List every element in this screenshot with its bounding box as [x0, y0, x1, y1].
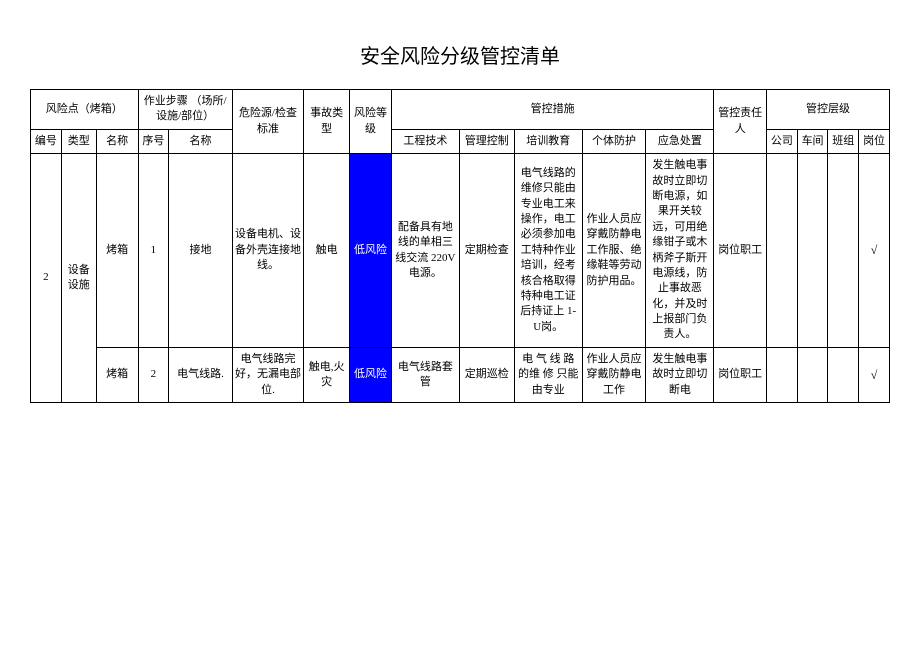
- th-training: 培训教育: [514, 129, 582, 153]
- page-title: 安全风险分级管控清单: [30, 40, 890, 69]
- th-step-name: 名称: [169, 129, 233, 153]
- cell-training: 电 气 线 路的维 修 只能由专业: [514, 347, 582, 402]
- th-management: 管理控制: [459, 129, 514, 153]
- cell-company: [767, 347, 798, 402]
- cell-accident: 触电: [304, 154, 350, 348]
- cell-management: 定期巡检: [459, 347, 514, 402]
- th-emergency: 应急处置: [646, 129, 714, 153]
- cell-company: [767, 154, 798, 348]
- cell-workshop: [797, 154, 828, 348]
- cell-step-name: 接地: [169, 154, 233, 348]
- table-row: 2 设备设施 烤箱 1 接地 设备电机、设备外壳连接地线。 触电 低风险 配备具…: [31, 154, 890, 348]
- cell-engineering: 配备具有地线的单相三线交流 220V电源。: [391, 154, 459, 348]
- risk-table: 风险点（烤箱） 作业步骤 （场所/设施/部位） 危险源/检查标准 事故类型 风险…: [30, 89, 890, 403]
- th-seq: 序号: [138, 129, 169, 153]
- th-team: 班组: [828, 129, 859, 153]
- cell-name: 烤箱: [96, 154, 138, 348]
- cell-emergency: 发生触电事故时立即切断电: [646, 347, 714, 402]
- cell-post: √: [859, 154, 890, 348]
- cell-hazard: 电气线路完好，无漏电部位.: [232, 347, 303, 402]
- th-responsible: 管控责任人: [714, 90, 767, 154]
- cell-responsible: 岗位职工: [714, 347, 767, 402]
- cell-hazard: 设备电机、设备外壳连接地线。: [232, 154, 303, 348]
- th-no: 编号: [31, 129, 62, 153]
- cell-emergency: 发生触电事故时立即切断电源，如果开关较远，可用绝缘钳子或木柄斧子斯开电源线，防止…: [646, 154, 714, 348]
- cell-name: 烤箱: [96, 347, 138, 402]
- cell-team: [828, 154, 859, 348]
- cell-responsible: 岗位职工: [714, 154, 767, 348]
- th-risk-point: 风险点（烤箱）: [31, 90, 139, 130]
- cell-no: 2: [31, 154, 62, 403]
- cell-workshop: [797, 347, 828, 402]
- cell-post: √: [859, 347, 890, 402]
- cell-seq: 2: [138, 347, 169, 402]
- cell-management: 定期检查: [459, 154, 514, 348]
- table-row: 烤箱 2 电气线路. 电气线路完好，无漏电部位. 触电,火灾 低风险 电气线路套…: [31, 347, 890, 402]
- cell-accident: 触电,火灾: [304, 347, 350, 402]
- cell-category: 设备设施: [61, 154, 96, 403]
- cell-ppe: 作业人员应穿戴防静电工作服、绝缘鞋等劳动防护用品。: [582, 154, 646, 348]
- cell-step-name: 电气线路.: [169, 347, 233, 402]
- th-risk-level: 风险等级: [350, 90, 392, 154]
- th-work-steps: 作业步骤 （场所/设施/部位）: [138, 90, 232, 130]
- th-engineering: 工程技术: [391, 129, 459, 153]
- cell-team: [828, 347, 859, 402]
- th-company: 公司: [767, 129, 798, 153]
- th-control-level: 管控层级: [767, 90, 890, 130]
- cell-engineering: 电气线路套管: [391, 347, 459, 402]
- cell-risk-level: 低风险: [350, 154, 392, 348]
- th-name: 名称: [96, 129, 138, 153]
- th-ppe: 个体防护: [582, 129, 646, 153]
- th-measures: 管控措施: [391, 90, 714, 130]
- th-post: 岗位: [859, 129, 890, 153]
- th-category: 类型: [61, 129, 96, 153]
- th-workshop: 车间: [797, 129, 828, 153]
- cell-training: 电气线路的维修只能由专业电工来操作，电工必须参加电工特种作业培训，经考核合格取得…: [514, 154, 582, 348]
- cell-seq: 1: [138, 154, 169, 348]
- th-hazard: 危险源/检查标准: [232, 90, 303, 154]
- th-accident: 事故类型: [304, 90, 350, 154]
- cell-risk-level: 低风险: [350, 347, 392, 402]
- cell-ppe: 作业人员应穿戴防静电工作: [582, 347, 646, 402]
